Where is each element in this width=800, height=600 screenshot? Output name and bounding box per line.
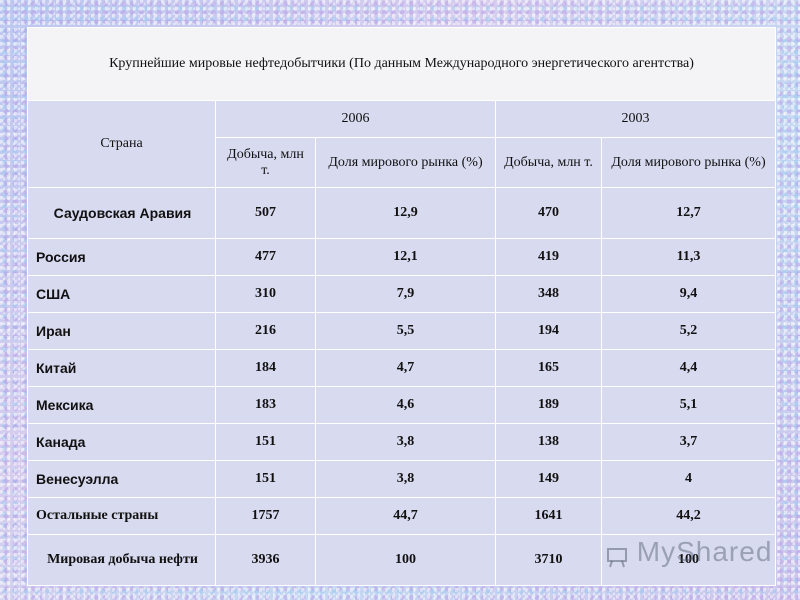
production-2006-cell: 3936	[215, 534, 316, 586]
header-production-2006: Добыча, млн т.	[215, 137, 316, 188]
table-row: Саудовская Аравия 507 12,9 470 12,7	[27, 187, 776, 239]
header-year-2006: 2006	[215, 100, 496, 138]
share-2006-cell: 12,1	[315, 238, 496, 276]
production-2006-cell: 310	[215, 275, 316, 313]
country-cell: Иран	[27, 312, 216, 350]
production-2006-cell: 477	[215, 238, 316, 276]
table-row: Остальные страны 1757 44,7 1641 44,2	[27, 497, 776, 535]
header-share-2003: Доля мирового рынка (%)	[601, 137, 776, 188]
country-cell: США	[27, 275, 216, 313]
country-cell: Мировая добыча нефти	[27, 534, 216, 586]
country-cell: Остальные страны	[27, 497, 216, 535]
production-2006-cell: 184	[215, 349, 316, 387]
presentation-board-icon	[606, 543, 628, 567]
table-row: Канада 151 3,8 138 3,7	[27, 423, 776, 461]
production-2003-cell: 149	[495, 460, 602, 498]
table-row: Россия 477 12,1 419 11,3	[27, 238, 776, 276]
production-2003-cell: 165	[495, 349, 602, 387]
production-2003-cell: 1641	[495, 497, 602, 535]
share-2006-cell: 3,8	[315, 460, 496, 498]
production-2003-cell: 3710	[495, 534, 602, 586]
country-cell: Китай	[27, 349, 216, 387]
share-2003-cell: 9,4	[601, 275, 776, 313]
share-2003-cell: 44,2	[601, 497, 776, 535]
share-2006-cell: 4,6	[315, 386, 496, 424]
share-2006-cell: 44,7	[315, 497, 496, 535]
table-row: Мировая добыча нефти 3936 100 3710 100	[27, 534, 776, 586]
production-2006-cell: 507	[215, 187, 316, 239]
country-cell: Канада	[27, 423, 216, 461]
share-2003-cell: 3,7	[601, 423, 776, 461]
table-row: Венесуэлла 151 3,8 149 4	[27, 460, 776, 498]
share-2006-cell: 100	[315, 534, 496, 586]
production-2003-cell: 189	[495, 386, 602, 424]
watermark-text: MyShared	[636, 536, 773, 567]
production-2003-cell: 419	[495, 238, 602, 276]
table-title: Крупнейшие мировые нефтедобытчики (По да…	[27, 27, 776, 101]
share-2006-cell: 3,8	[315, 423, 496, 461]
production-2006-cell: 216	[215, 312, 316, 350]
country-cell: Россия	[27, 238, 216, 276]
production-2003-cell: 138	[495, 423, 602, 461]
header-year-2003: 2003	[495, 100, 776, 138]
table-row: Китай 184 4,7 165 4,4	[27, 349, 776, 387]
production-2006-cell: 151	[215, 423, 316, 461]
production-2003-cell: 194	[495, 312, 602, 350]
share-2006-cell: 5,5	[315, 312, 496, 350]
country-cell: Венесуэлла	[27, 460, 216, 498]
share-2003-cell: 5,2	[601, 312, 776, 350]
production-2003-cell: 348	[495, 275, 602, 313]
share-2006-cell: 4,7	[315, 349, 496, 387]
watermark: MyShared	[606, 536, 772, 568]
production-2006-cell: 183	[215, 386, 316, 424]
table-row: Мексика 183 4,6 189 5,1	[27, 386, 776, 424]
production-2003-cell: 470	[495, 187, 602, 239]
table-row: США 310 7,9 348 9,4	[27, 275, 776, 313]
header-share-2006: Доля мирового рынка (%)	[315, 137, 496, 188]
share-2003-cell: 11,3	[601, 238, 776, 276]
share-2003-cell: 4	[601, 460, 776, 498]
share-2003-cell: 100	[601, 534, 776, 586]
header-production-2003: Добыча, млн т.	[495, 137, 602, 188]
share-2006-cell: 12,9	[315, 187, 496, 239]
header-country: Страна	[27, 100, 216, 188]
share-2003-cell: 4,4	[601, 349, 776, 387]
table-row: Иран 216 5,5 194 5,2	[27, 312, 776, 350]
share-2006-cell: 7,9	[315, 275, 496, 313]
country-cell: Саудовская Аравия	[27, 187, 216, 239]
production-2006-cell: 151	[215, 460, 316, 498]
share-2003-cell: 12,7	[601, 187, 776, 239]
production-2006-cell: 1757	[215, 497, 316, 535]
share-2003-cell: 5,1	[601, 386, 776, 424]
oil-producers-table: Крупнейшие мировые нефтедобытчики (По да…	[27, 27, 776, 586]
country-cell: Мексика	[27, 386, 216, 424]
